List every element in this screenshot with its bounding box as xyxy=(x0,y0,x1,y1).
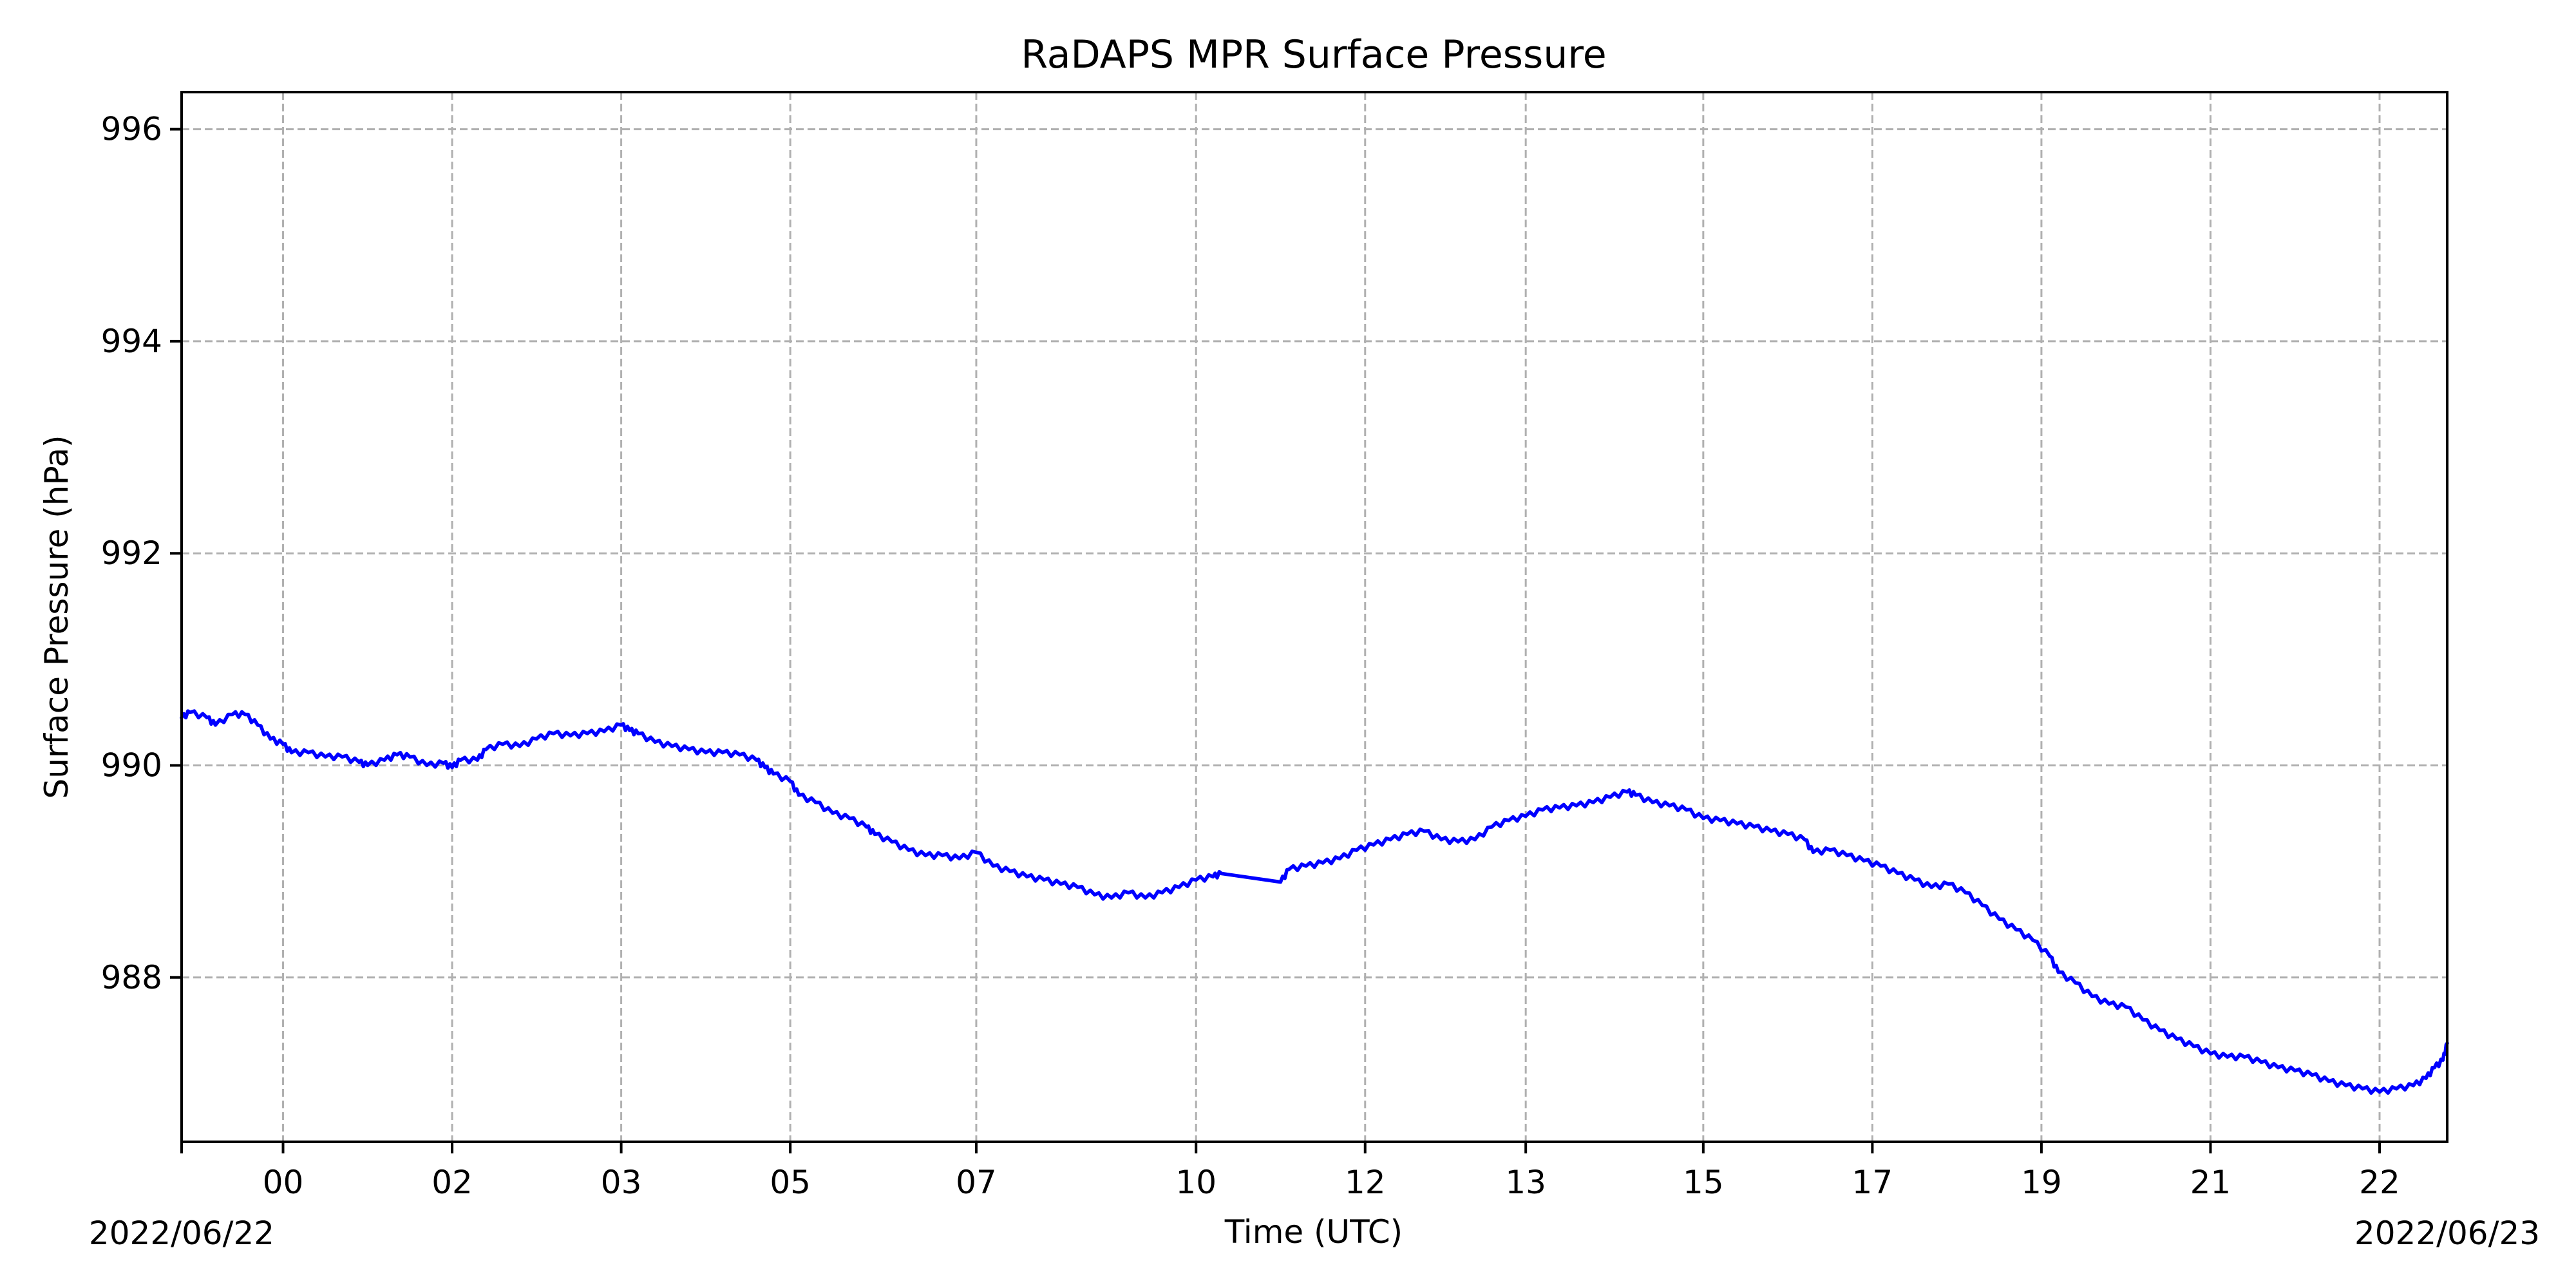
x-tick-label: 03 xyxy=(601,1164,642,1201)
y-tick-label: 990 xyxy=(101,747,162,784)
x-tick-label: 19 xyxy=(2021,1164,2062,1201)
x-tick-label: 13 xyxy=(1505,1164,1546,1201)
grid-lines xyxy=(182,92,2447,1142)
end-date-label: 2022/06/23 xyxy=(2354,1215,2540,1252)
x-tick-label: 17 xyxy=(1852,1164,1893,1201)
series-layer xyxy=(180,709,2449,1095)
x-tick-label: 00 xyxy=(263,1164,304,1201)
y-tick-label: 994 xyxy=(101,323,162,360)
x-axis-label: Time (UTC) xyxy=(1224,1213,1403,1251)
y-axis: 988 990 992 994 996 xyxy=(101,111,182,996)
x-tick-label: 21 xyxy=(2190,1164,2231,1201)
x-tick-label: 05 xyxy=(770,1164,811,1201)
surface-pressure-series xyxy=(180,709,2449,1095)
chart-title: RaDAPS MPR Surface Pressure xyxy=(1021,32,1606,77)
x-tick-label: 07 xyxy=(956,1164,997,1201)
x-tick-label: 15 xyxy=(1683,1164,1724,1201)
plot-frame xyxy=(180,91,2448,1143)
x-tick-label: 02 xyxy=(431,1164,473,1201)
x-tick-label: 22 xyxy=(2359,1164,2400,1201)
start-date-label: 2022/06/22 xyxy=(89,1215,274,1252)
y-tick-label: 996 xyxy=(101,111,162,148)
y-axis-label: Surface Pressure (hPa) xyxy=(38,435,75,799)
x-tick-label: 10 xyxy=(1175,1164,1217,1201)
x-tick-label: 12 xyxy=(1345,1164,1386,1201)
x-axis: 00 02 03 05 07 10 12 13 15 17 19 21 22 xyxy=(180,1142,2400,1201)
y-tick-label: 992 xyxy=(101,535,162,572)
y-tick-label: 988 xyxy=(101,959,162,996)
